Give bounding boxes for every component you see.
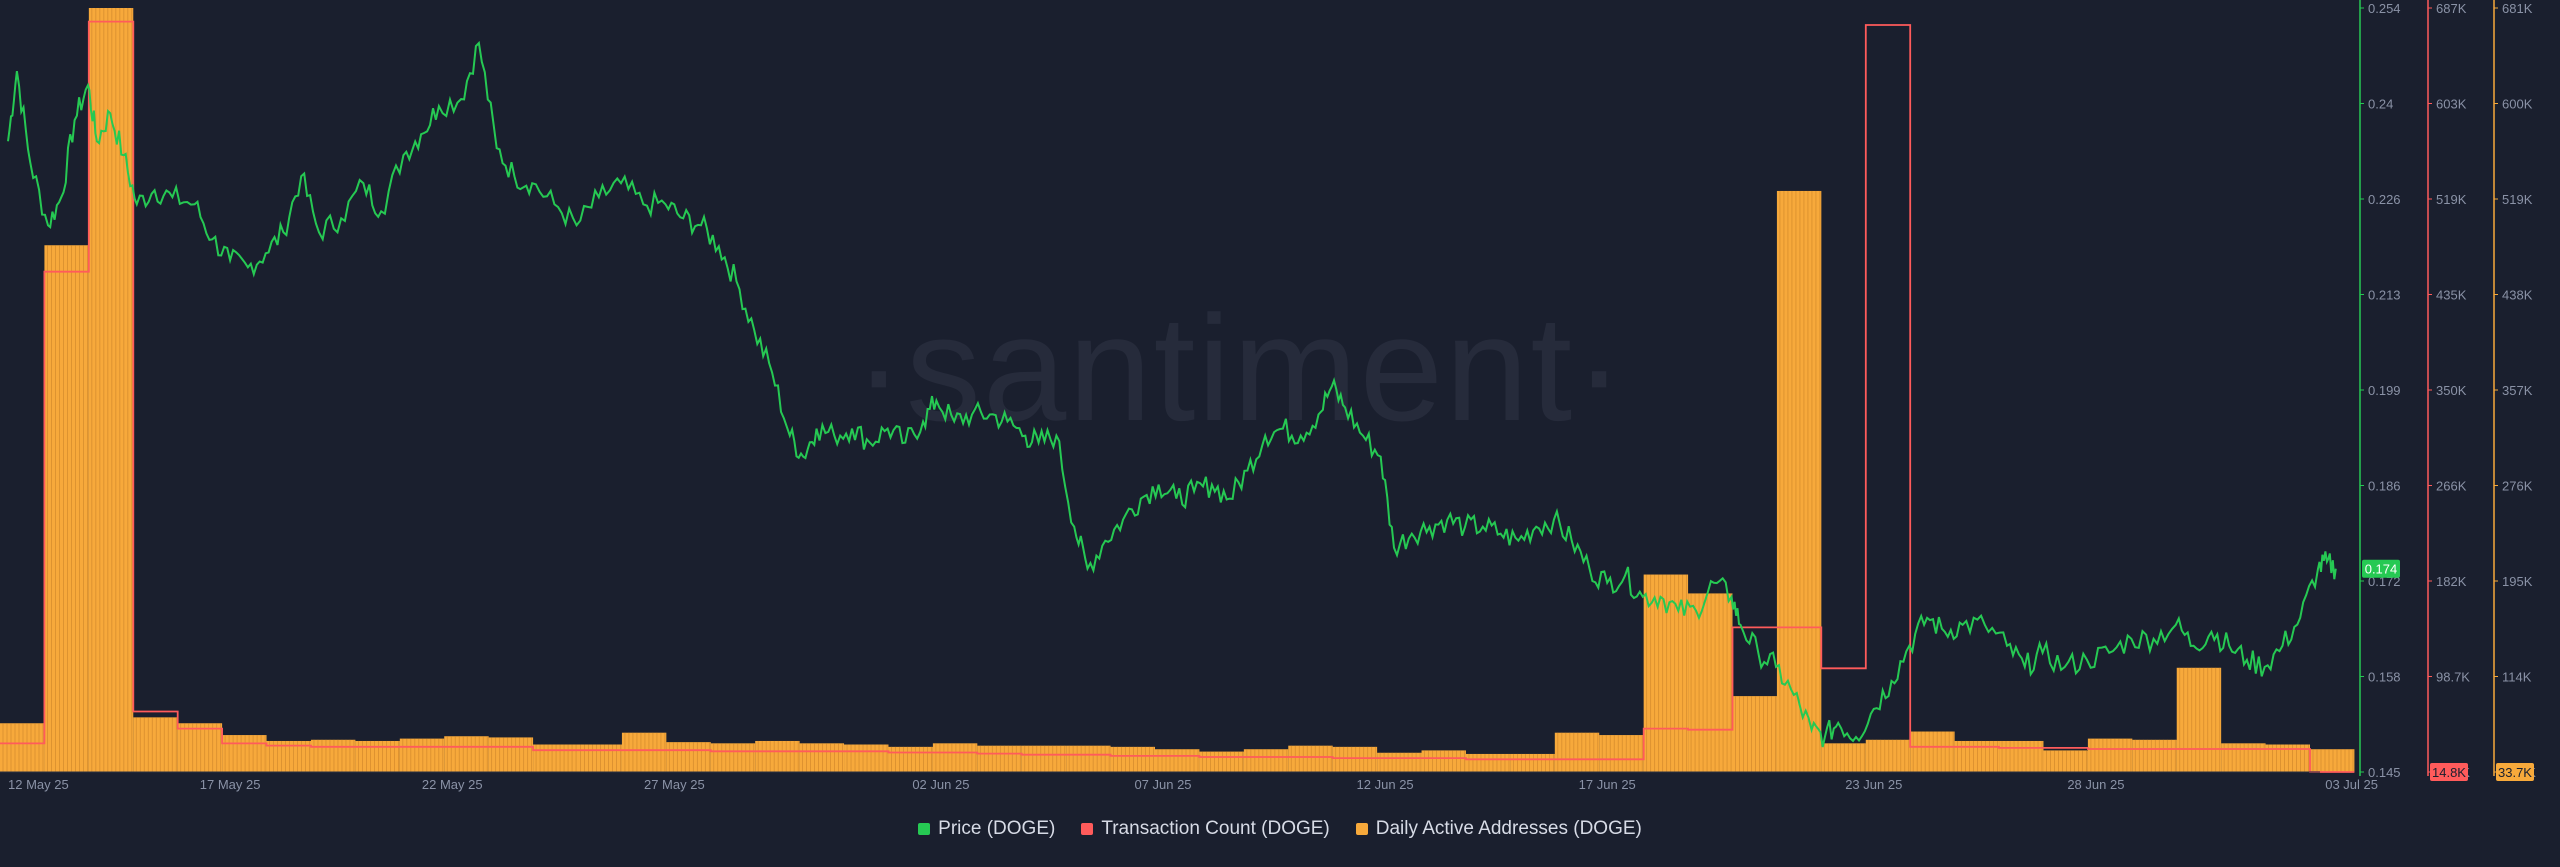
active-addresses-bar: [1865, 739, 1911, 772]
y-tick-label: 603K: [2436, 97, 2467, 112]
active-addresses-bar: [621, 732, 667, 772]
legend-label-transaction-count: Transaction Count (DOGE): [1101, 818, 1330, 839]
price-swatch-icon: [918, 823, 931, 835]
active-addresses-bar: [1021, 745, 1067, 772]
active-addresses-bar: [2176, 667, 2222, 772]
x-tick-label: 12 May 25: [8, 777, 69, 792]
price-line: [7, 40, 2337, 748]
daily-active-addresses-swatch-icon: [1355, 823, 1368, 835]
active-addresses-bar: [44, 245, 89, 772]
y-tick-label: 0.24: [2368, 97, 2393, 112]
active-addresses-bar: [133, 717, 178, 772]
legend-item-price[interactable]: Price (DOGE): [918, 818, 1055, 840]
y-tick-label: 0.213: [2368, 288, 2401, 303]
legend-label-price: Price (DOGE): [938, 818, 1056, 839]
active-addresses-bar: [222, 735, 267, 772]
x-tick-label: 17 Jun 25: [1579, 777, 1636, 792]
x-tick-label: 03 Jul 25: [2325, 777, 2378, 792]
active-addresses-bar: [577, 744, 622, 772]
y-tick-label: 182K: [2436, 574, 2467, 589]
current-value-badge: [2430, 763, 2468, 781]
watermark: ·santiment·: [854, 284, 1626, 452]
y-tick-label: 0.226: [2368, 192, 2401, 207]
y-tick-label: 435K: [2436, 288, 2467, 303]
y-tick-label: 519K: [2502, 192, 2533, 207]
y-tick-label: 195K: [2502, 574, 2533, 589]
x-tick-label: 28 Jun 25: [2067, 777, 2124, 792]
transaction-count-swatch-icon: [1081, 823, 1094, 835]
active-addresses-bar: [710, 743, 756, 772]
y-tick-label: 681K: [2502, 1, 2533, 16]
active-addresses-bar: [1910, 731, 1955, 772]
active-addresses-bar: [844, 744, 889, 772]
active-addresses-bar: [2087, 738, 2133, 772]
x-tick-label: 22 May 25: [422, 777, 483, 792]
active-addresses-bar: [1732, 696, 1777, 772]
price-series: [7, 40, 2337, 748]
x-tick-label: 17 May 25: [200, 777, 261, 792]
y-tick-label: 276K: [2502, 479, 2533, 494]
y-tick-label: 0.172: [2368, 574, 2401, 589]
y-tick-label: 519K: [2436, 192, 2467, 207]
active-addresses-bar: [666, 742, 711, 772]
x-tick-label: 23 Jun 25: [1845, 777, 1902, 792]
active-addresses-bar: [1554, 732, 1600, 772]
current-value-badge: [2362, 559, 2400, 578]
active-addresses-bar: [888, 746, 933, 772]
transaction-count-series: [0, 20, 2355, 773]
y-tick-label: 600K: [2502, 97, 2533, 112]
x-tick-label: 27 May 25: [644, 777, 705, 792]
active-addresses-bar: [2221, 743, 2266, 772]
y-tick-label: 98.7K: [2436, 670, 2470, 685]
y-tick-label: 266K: [2436, 479, 2467, 494]
y-tick-label: 357K: [2502, 383, 2533, 398]
active-addresses-bar: [177, 723, 223, 772]
legend-item-daily-active-addresses[interactable]: Daily Active Addresses (DOGE): [1355, 818, 1642, 840]
active-addresses-bar: [0, 723, 45, 772]
axes: 12 May 25 17 May 25 22 May 25 27 May 25 02 J…: [0, 0, 2536, 792]
active-addresses-bar: [977, 745, 1022, 772]
current-value-badge: [2496, 763, 2534, 781]
active-addresses-bar: [2132, 739, 2177, 772]
active-addresses-bar: [799, 743, 845, 772]
y-tick-label: 350K: [2436, 383, 2467, 398]
y-tick-label: 0.158: [2368, 670, 2401, 685]
current-value-label: 14.8K: [2432, 765, 2466, 780]
active-addresses-bar: [1066, 745, 1111, 772]
x-tick-label: 07 Jun 25: [1134, 777, 1191, 792]
legend-label-daily-active-addresses: Daily Active Addresses (DOGE): [1375, 818, 1642, 839]
y-tick-label: 114K: [2502, 670, 2532, 685]
active-addresses-bar: [310, 739, 356, 772]
y-tick-label: 0.199: [2368, 383, 2401, 398]
daily-active-addresses-bars: [0, 8, 2355, 773]
active-addresses-bar: [1688, 593, 1733, 772]
active-addresses-bar: [399, 738, 445, 772]
legend-item-transaction-count[interactable]: Transaction Count (DOGE): [1081, 818, 1330, 840]
x-tick-label: 02 Jun 25: [912, 777, 969, 792]
legend: Price (DOGE) Transaction Count (DOGE) Da…: [0, 818, 2560, 840]
y-tick-label: 438K: [2502, 288, 2533, 303]
y-tick-label: 687K: [2436, 1, 2467, 16]
active-addresses-bar: [533, 744, 578, 772]
active-addresses-bar: [1821, 743, 1866, 772]
active-addresses-bar: [488, 737, 534, 772]
active-addresses-bar: [1288, 745, 1333, 772]
transaction-count-line: [0, 20, 2355, 773]
active-addresses-bar: [1110, 746, 1155, 772]
active-addresses-bar: [1776, 190, 1822, 773]
y-tick-label: 0.186: [2368, 479, 2401, 494]
active-addresses-bar: [1999, 740, 2044, 772]
active-addresses-bar: [444, 736, 489, 772]
active-addresses-bar: [932, 743, 978, 772]
current-value-label: 33.7K: [2498, 765, 2532, 780]
y-tick-label: 0.254: [2368, 1, 2401, 16]
active-addresses-bar: [755, 740, 800, 772]
y-tick-label: 0.145: [2368, 765, 2401, 780]
current-value-label: 0.174: [2365, 562, 2398, 577]
x-tick-label: 12 Jun 25: [1357, 777, 1414, 792]
active-addresses-bar: [1332, 746, 1378, 772]
active-addresses-bar: [1599, 735, 1644, 772]
